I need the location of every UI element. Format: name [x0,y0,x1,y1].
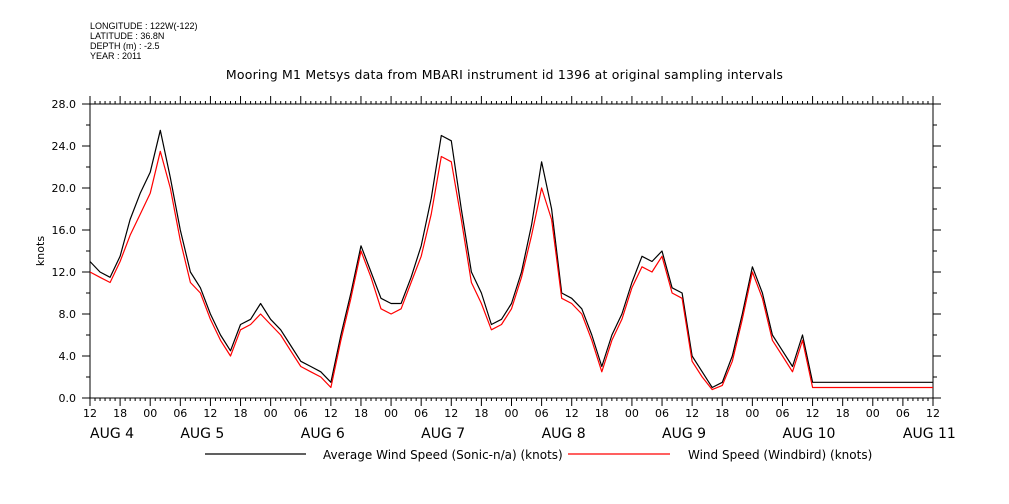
x-tick-label: 18 [836,407,850,420]
x-tick-label: 06 [294,407,308,420]
x-tick-label: 18 [113,407,127,420]
legend-label-2: Wind Speed (Windbird) (knots) [688,448,872,462]
x-tick-label: 06 [896,407,910,420]
x-tick-label: 12 [685,407,699,420]
x-day-label: AUG 8 [542,426,586,442]
x-tick-label: 06 [655,407,669,420]
y-tick-label: 16.0 [52,224,77,237]
depth-label: DEPTH (m) : -2.5 [90,41,160,51]
x-tick-label: 12 [926,407,940,420]
metadata-block: LONGITUDE : 122W(-122) LATITUDE : 36.8N … [90,21,198,61]
x-day-label: AUG 11 [903,426,956,442]
x-tick-label: 00 [745,407,759,420]
x-tick-label: 18 [354,407,368,420]
chart-title: Mooring M1 Metsys data from MBARI instru… [225,67,784,82]
x-tick-label: 00 [625,407,639,420]
x-day-label: AUG 7 [421,426,465,442]
x-tick-label: 00 [505,407,519,420]
x-tick-label: 12 [83,407,97,420]
x-tick-label: 00 [264,407,278,420]
x-tick-label: 18 [715,407,729,420]
y-tick-label: 8.0 [59,308,77,321]
x-day-label: AUG 6 [301,426,345,442]
x-day-label: AUG 5 [180,426,224,442]
x-tick-label: 18 [234,407,248,420]
x-tick-label: 12 [565,407,579,420]
latitude-label: LATITUDE : 36.8N [90,31,165,41]
x-tick-label: 12 [806,407,820,420]
y-tick-label: 20.0 [52,182,77,195]
y-axis-label: knots [34,236,47,266]
x-tick-label: 06 [414,407,428,420]
year-label: YEAR : 2011 [90,51,142,61]
x-tick-label: 12 [203,407,217,420]
series-line-2 [89,150,933,391]
x-tick-label: 00 [866,407,880,420]
y-tick-label: 28.0 [52,98,77,111]
x-tick-label: 12 [324,407,338,420]
x-tick-label: 06 [173,407,187,420]
y-tick-label: 24.0 [52,140,77,153]
x-day-label: AUG 10 [782,426,835,442]
longitude-label: LONGITUDE : 122W(-122) [90,21,198,31]
x-tick-label: 18 [595,407,609,420]
x-tick-label: 12 [444,407,458,420]
y-tick-label: 4.0 [59,350,77,363]
x-tick-label: 18 [474,407,488,420]
series-line-1 [89,129,933,389]
x-tick-label: 00 [384,407,398,420]
y-tick-label: 0.0 [59,392,77,405]
x-tick-label: 06 [775,407,789,420]
legend-label-1: Average Wind Speed (Sonic-n/a) (knots) [323,448,563,462]
y-tick-label: 12.0 [52,266,77,279]
x-day-label: AUG 9 [662,426,706,442]
x-tick-label: 06 [535,407,549,420]
x-day-label: AUG 4 [90,426,134,442]
x-tick-label: 00 [143,407,157,420]
